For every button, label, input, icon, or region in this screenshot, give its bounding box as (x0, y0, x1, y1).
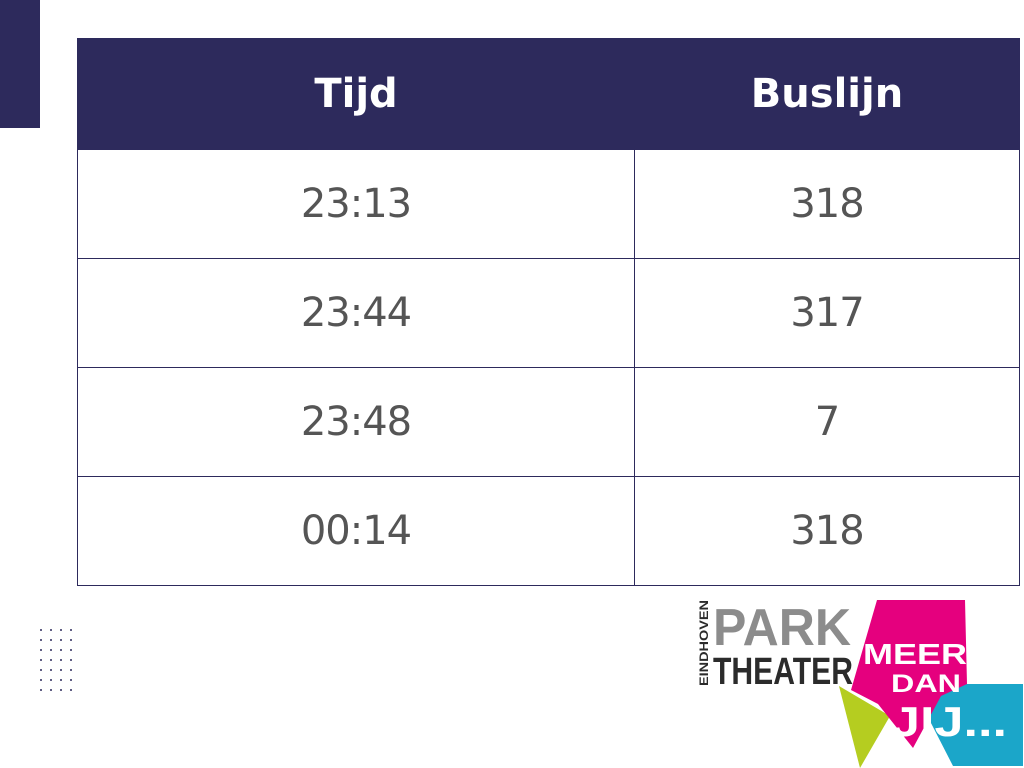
logo-jij: JIJ... (891, 698, 1007, 745)
busline-cell: 318 (634, 476, 1020, 586)
accent-bar (0, 0, 40, 128)
bus-schedule-table: Tijd Buslijn 23:13 318 23:44 317 23:48 7… (77, 38, 1020, 586)
logo-shape-lime (839, 686, 890, 768)
time-cell: 23:48 (77, 367, 635, 477)
logo-theater: THEATER (713, 651, 853, 693)
table-row: 23:44 317 (77, 258, 1020, 368)
time-cell: 23:44 (77, 258, 635, 368)
logo-meer: MEER (863, 639, 967, 671)
table-header-row: Tijd Buslijn (77, 38, 1020, 150)
logo-eindhoven: EINDHOVEN (699, 600, 711, 686)
time-cell: 00:14 (77, 476, 635, 586)
busline-cell: 7 (634, 367, 1020, 477)
table-row: 00:14 318 (77, 476, 1020, 586)
logo-shape-magenta (851, 600, 967, 748)
parktheater-logo: EINDHOVEN PARK THEATER MEER DAN JIJ... (699, 599, 1023, 768)
logo-park: PARK (713, 599, 851, 657)
logo-shape-cyan (911, 684, 1023, 766)
column-header-busline: Buslijn (634, 38, 1020, 150)
table-row: 23:13 318 (77, 149, 1020, 259)
logo-dan: DAN (891, 670, 961, 698)
time-cell: 23:13 (77, 149, 635, 259)
busline-cell: 318 (634, 149, 1020, 259)
busline-cell: 317 (634, 258, 1020, 368)
column-header-time: Tijd (77, 38, 635, 150)
decorative-dot-grid (36, 625, 76, 695)
table-row: 23:48 7 (77, 367, 1020, 477)
